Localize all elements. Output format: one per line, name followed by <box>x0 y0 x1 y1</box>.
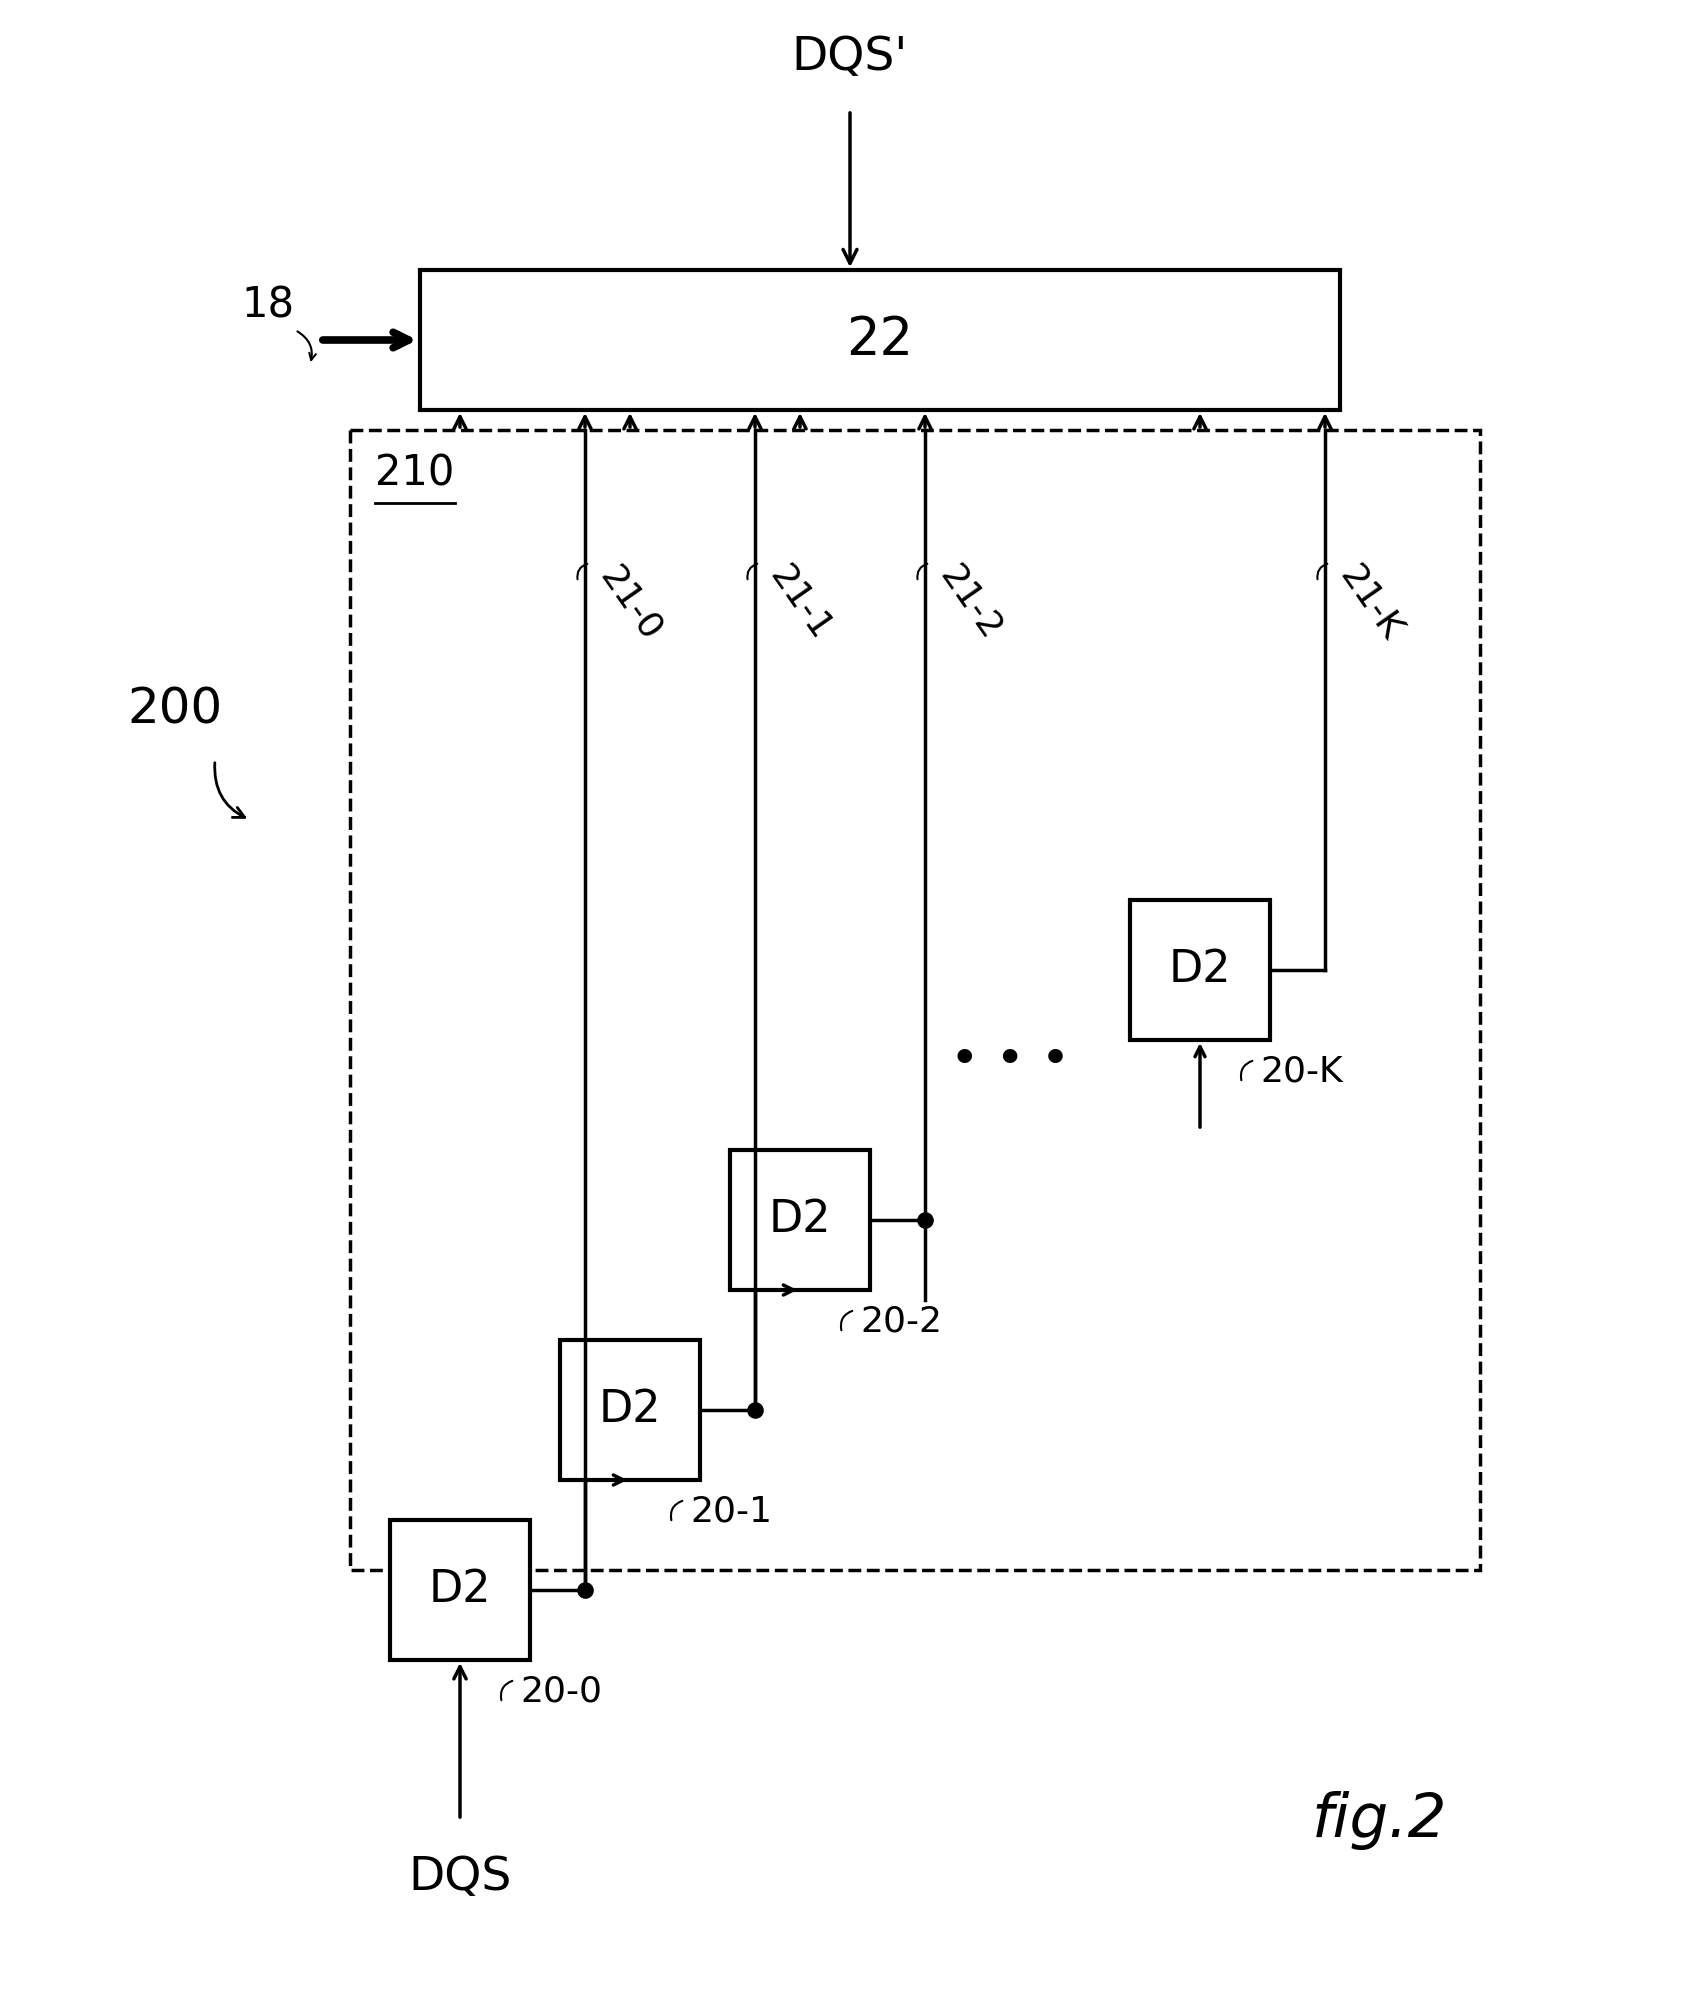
Text: D2: D2 <box>599 1388 661 1432</box>
Text: 20-1: 20-1 <box>689 1496 773 1528</box>
Text: 21-1: 21-1 <box>762 560 837 646</box>
Bar <box>1129 900 1270 1040</box>
Point <box>742 1394 769 1426</box>
Text: 20-2: 20-2 <box>859 1304 942 1340</box>
Bar <box>730 1150 869 1290</box>
Text: 21-0: 21-0 <box>593 560 667 646</box>
Text: 200: 200 <box>127 686 222 734</box>
Text: 22: 22 <box>847 314 914 366</box>
Text: • • •: • • • <box>949 1036 1070 1084</box>
Text: DQS: DQS <box>408 1856 511 1900</box>
Text: 210: 210 <box>375 454 455 494</box>
Text: D2: D2 <box>1168 948 1231 992</box>
Bar <box>350 430 1481 1570</box>
Text: 18: 18 <box>241 284 295 326</box>
Point <box>572 1574 599 1606</box>
Bar <box>419 270 1340 410</box>
Text: DQS': DQS' <box>791 34 908 80</box>
Text: D2: D2 <box>428 1568 491 1612</box>
Bar <box>391 1520 530 1660</box>
Text: fig.2: fig.2 <box>1313 1790 1448 1850</box>
Text: 20-K: 20-K <box>1260 1056 1343 1088</box>
Text: 21-K: 21-K <box>1333 560 1408 648</box>
Text: 21-2: 21-2 <box>932 560 1009 646</box>
Bar <box>560 1340 700 1480</box>
Text: 20-0: 20-0 <box>520 1676 603 1708</box>
Text: D2: D2 <box>769 1198 832 1242</box>
Point <box>912 1204 939 1236</box>
